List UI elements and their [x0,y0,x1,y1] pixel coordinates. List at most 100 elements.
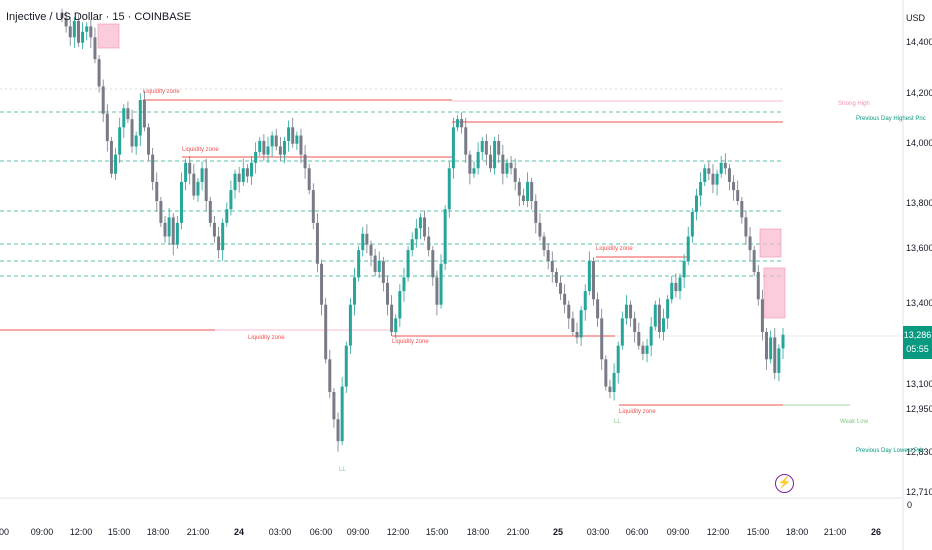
candle-body [130,119,134,147]
candle-body [460,119,464,128]
candle-body [344,345,348,387]
candle [493,136,497,175]
candle [686,226,690,266]
candle-body [653,304,657,327]
candle-body [447,168,451,210]
candle-body [443,209,447,264]
candle-body [629,304,633,319]
liquidity-zone-label: Liquidity zone [619,409,656,415]
candle-body [591,261,595,300]
candle-body [765,332,769,360]
candle-body [736,190,740,202]
candle [414,218,418,248]
currency-label[interactable]: USD [905,13,925,23]
time-tick-label: 15:00 [746,527,770,537]
candle [225,202,229,227]
candle [361,226,365,257]
liquidity-zone-label: Liquidity zone [248,335,285,341]
candle [484,134,488,166]
candle-body [435,277,439,305]
candle-body [773,337,777,373]
candle-body [324,304,328,360]
candle [497,134,501,164]
symbol-title[interactable]: Injective / US Dollar · 15 · COINBASE [6,11,192,23]
candle-body [85,26,89,32]
candle-body [60,12,64,19]
candle-body [530,181,534,202]
candle [353,267,357,316]
candle-body [147,127,151,155]
candle [303,145,307,179]
candle-body [254,151,258,163]
candle-body [715,173,719,185]
candle [340,377,344,446]
candle [105,104,109,152]
candle [727,164,731,191]
candle-body [641,345,645,354]
candle [554,267,558,287]
candle [357,246,361,282]
candle-body [480,140,484,152]
lightning-bolt-icon[interactable]: ⚡ [775,474,794,493]
candle [93,27,97,64]
candles [60,8,785,452]
candle [629,300,633,327]
candle [760,289,764,341]
pink-zone-boxes [97,23,786,319]
candle [163,216,167,243]
candle [212,216,216,243]
candle [200,161,204,191]
candle-body [666,299,670,319]
candle [254,142,258,174]
candle [97,55,101,93]
candle [765,327,769,370]
candle-body [678,277,682,292]
candle [472,161,476,178]
candle [575,322,579,344]
candle-body [414,228,418,240]
candle-body [348,304,352,346]
candle [204,158,208,212]
candle-body [410,239,414,251]
candle-body [114,154,118,174]
price-tick-label: 13,600 [906,243,932,253]
candle-body [208,201,212,223]
candle-body [670,282,674,300]
candle [769,330,773,364]
candle [241,158,245,187]
candle-body [732,181,736,191]
candle-body [336,419,340,442]
candle [291,117,295,148]
candle [711,164,715,194]
candle [451,117,455,179]
candle-body [484,140,488,155]
candle [233,169,237,199]
candle [287,120,291,152]
candle-body [390,304,394,332]
candle [637,322,641,350]
candle [229,180,233,216]
pink-zone-box [97,23,120,49]
candle [620,311,624,350]
candle-body [402,277,406,292]
candle-body [468,154,472,174]
candle-body [587,261,591,292]
candle-body [81,31,85,43]
price-tick-label: 12,710 [906,487,932,497]
candle [332,387,336,428]
candle [377,251,381,279]
candle-body [645,345,649,354]
candle [68,16,72,46]
candle [348,297,352,355]
time-tick-label: 15:00 [107,527,131,537]
candle [167,207,171,245]
candle [501,145,505,185]
current-price-badge[interactable]: 13,286 05:55 [903,326,932,359]
candle [76,14,80,47]
candle-body [270,135,274,147]
candle [517,177,521,207]
candle-body [167,217,171,237]
candle [72,16,76,48]
prev-day-high-label: Previous Day Highest Pric [856,116,926,122]
